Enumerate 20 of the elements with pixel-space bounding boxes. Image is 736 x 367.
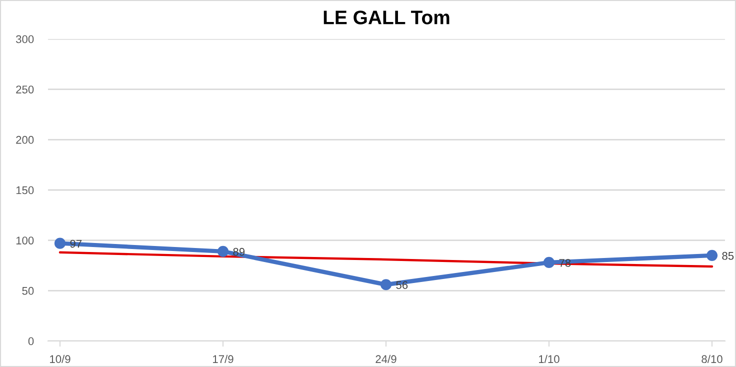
- point: [380, 279, 392, 290]
- x-tick-label: 24/9: [376, 354, 396, 364]
- point: [543, 256, 555, 268]
- data-label: 97: [70, 240, 82, 248]
- x-tick-label: 17/9: [213, 354, 234, 364]
- y-tick-label: 50: [22, 286, 34, 295]
- y-tick-label: 100: [16, 236, 34, 244]
- point: [706, 250, 718, 261]
- point: [54, 238, 66, 249]
- x-tick-label: 8/10: [702, 354, 722, 364]
- x-tick-label: 1/10: [539, 354, 560, 364]
- y-tick-label: 200: [16, 136, 34, 144]
- y-tick-label: 0: [28, 337, 34, 346]
- y-tick-label: 300: [16, 35, 34, 44]
- chart-title: LE GALL Tom: [324, 10, 450, 24]
- x-tick-label: 10/9: [50, 354, 70, 364]
- y-tick-label: 250: [16, 86, 34, 94]
- y-tick-label: 150: [16, 186, 34, 194]
- data-label: 85: [722, 252, 734, 260]
- point: [217, 246, 229, 257]
